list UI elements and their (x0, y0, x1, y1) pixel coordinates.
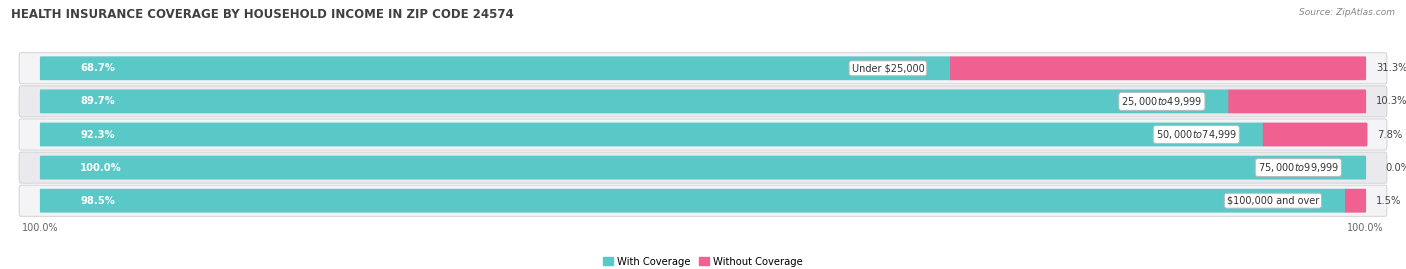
Text: 31.3%: 31.3% (1376, 63, 1406, 73)
FancyBboxPatch shape (39, 189, 1346, 213)
FancyBboxPatch shape (39, 156, 1367, 179)
Text: 89.7%: 89.7% (80, 96, 115, 107)
Text: $75,000 to $99,999: $75,000 to $99,999 (1258, 161, 1339, 174)
FancyBboxPatch shape (39, 123, 1264, 146)
Text: 92.3%: 92.3% (80, 129, 115, 140)
Text: 0.0%: 0.0% (1385, 162, 1406, 173)
Text: $100,000 and over: $100,000 and over (1227, 196, 1319, 206)
Text: 10.3%: 10.3% (1376, 96, 1406, 107)
Text: 68.7%: 68.7% (80, 63, 115, 73)
FancyBboxPatch shape (39, 90, 1230, 113)
FancyBboxPatch shape (1263, 123, 1368, 146)
FancyBboxPatch shape (20, 53, 1386, 84)
FancyBboxPatch shape (950, 56, 1367, 80)
Text: 100.0%: 100.0% (80, 162, 122, 173)
Text: 98.5%: 98.5% (80, 196, 115, 206)
FancyBboxPatch shape (20, 86, 1386, 117)
FancyBboxPatch shape (1346, 189, 1367, 213)
FancyBboxPatch shape (20, 119, 1386, 150)
FancyBboxPatch shape (1229, 90, 1367, 113)
Text: 1.5%: 1.5% (1376, 196, 1402, 206)
Text: HEALTH INSURANCE COVERAGE BY HOUSEHOLD INCOME IN ZIP CODE 24574: HEALTH INSURANCE COVERAGE BY HOUSEHOLD I… (11, 8, 515, 21)
Legend: With Coverage, Without Coverage: With Coverage, Without Coverage (599, 253, 807, 269)
Text: $50,000 to $74,999: $50,000 to $74,999 (1156, 128, 1237, 141)
FancyBboxPatch shape (39, 56, 952, 80)
FancyBboxPatch shape (20, 185, 1386, 216)
Text: $25,000 to $49,999: $25,000 to $49,999 (1121, 95, 1202, 108)
Text: Under $25,000: Under $25,000 (852, 63, 924, 73)
FancyBboxPatch shape (20, 152, 1386, 183)
Text: 7.8%: 7.8% (1378, 129, 1403, 140)
Text: Source: ZipAtlas.com: Source: ZipAtlas.com (1299, 8, 1395, 17)
